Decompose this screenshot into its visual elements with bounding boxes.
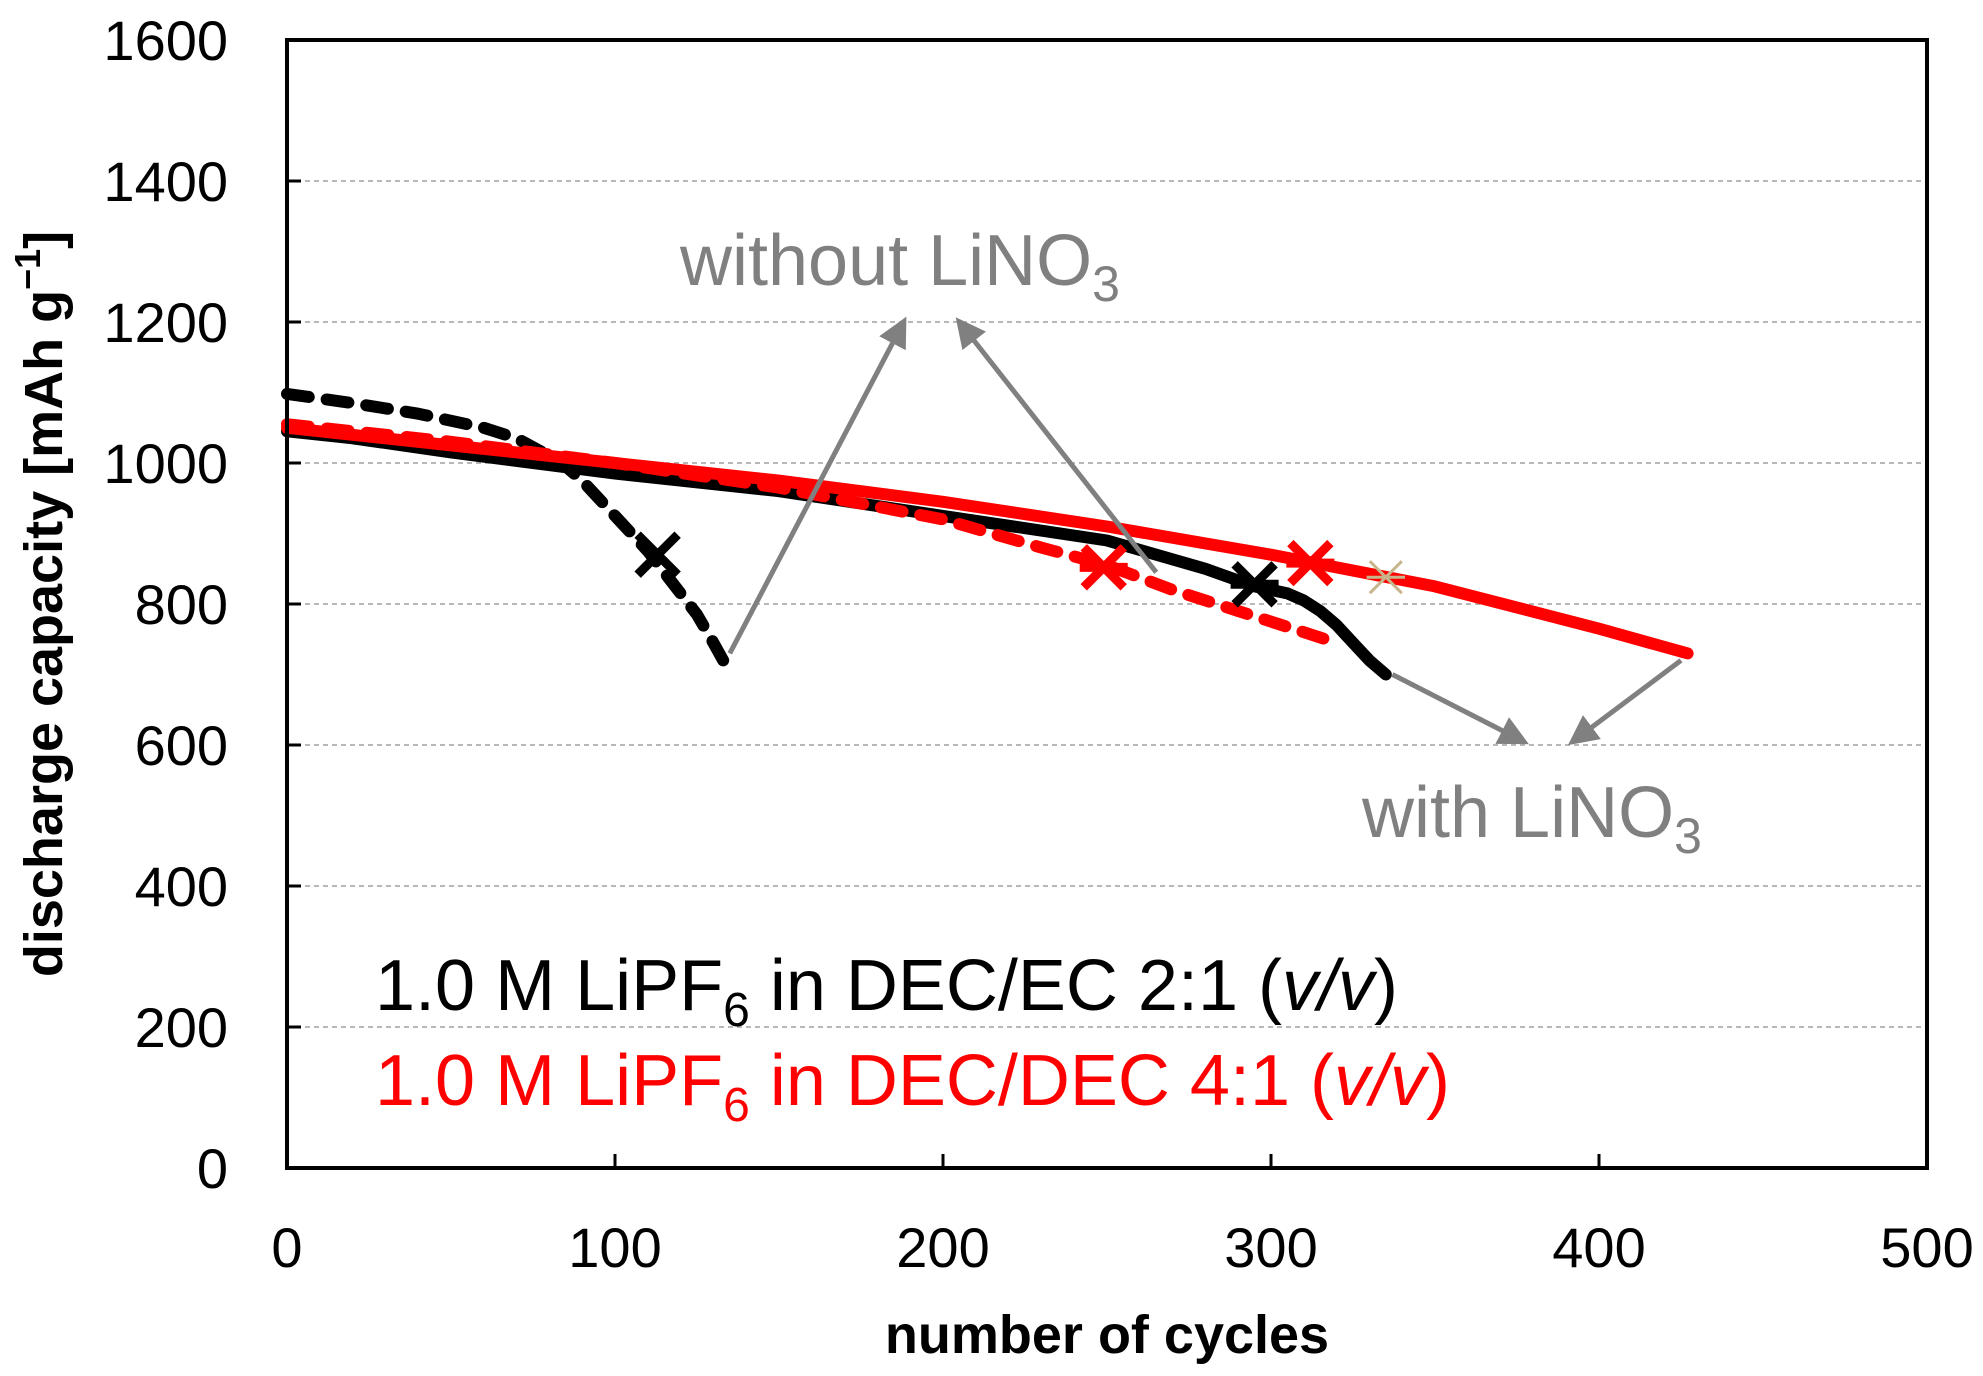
marker-stroke — [634, 531, 681, 578]
legend-dec-ec-post: ) — [1374, 946, 1398, 1026]
y-axis-title-sup: −1 — [7, 249, 48, 290]
marker-5 — [1366, 560, 1405, 595]
annotation-arrow-2 — [955, 317, 1159, 574]
annotation-arrow-3 — [1391, 672, 1529, 745]
plot-frame — [285, 38, 1929, 1170]
x-tick-label: 200 — [896, 1216, 989, 1279]
legend-dec-dec-sub: 6 — [723, 1079, 750, 1132]
legend-entry-dec-ec: 1.0 M LiPF6 in DEC/EC 2:1 (v/v) — [375, 946, 1398, 1037]
y-tick-label: 1200 — [103, 291, 228, 354]
y-tick-label: 400 — [135, 855, 228, 918]
annotation-with-lino3: with LiNO3 — [1361, 773, 1702, 864]
y-axis-title-main: discharge capacity [mAh g — [14, 290, 74, 977]
annotation-without-sub: 3 — [1092, 256, 1120, 312]
x-tick-label: 0 — [271, 1216, 302, 1279]
y-axis-title-close: ] — [14, 231, 74, 249]
x-tick-label: 100 — [568, 1216, 661, 1279]
y-tick-label: 1600 — [103, 9, 228, 72]
annotation-with-text: with LiNO — [1361, 773, 1674, 853]
legend-dec-ec-mid: in DEC/EC 2:1 ( — [750, 946, 1282, 1026]
legend-dec-dec-post: ) — [1426, 1041, 1450, 1121]
legend-dec-dec-mid: in DEC/DEC 4:1 ( — [750, 1041, 1334, 1121]
marker-2 — [1230, 561, 1279, 608]
marker-4 — [1286, 539, 1335, 587]
annotation-arrow-1 — [727, 316, 907, 655]
x-tick-label: 400 — [1552, 1216, 1645, 1279]
legend-dec-dec-italic: v/v — [1334, 1041, 1430, 1121]
y-tick-label: 0 — [197, 1137, 228, 1200]
annotation-without-text: without LiNO — [679, 221, 1092, 301]
x-tick-label: 300 — [1224, 1216, 1317, 1279]
y-tick-label: 200 — [135, 996, 228, 1059]
annotation-without-lino3: without LiNO3 — [679, 221, 1120, 312]
end-markers — [634, 531, 1405, 608]
series-lines — [281, 387, 1694, 681]
annotation-with-sub: 3 — [1674, 808, 1702, 864]
x-tick-label: 500 — [1880, 1216, 1973, 1279]
y-tick-label: 1000 — [103, 432, 228, 495]
legend-dec-ec-italic: v/v — [1282, 946, 1378, 1026]
annotation-arrow-4 — [1567, 658, 1683, 746]
x-axis-title: number of cycles — [885, 1305, 1329, 1365]
marker-3 — [1079, 544, 1128, 591]
series-line-4 — [281, 421, 1694, 660]
marker-1 — [634, 531, 681, 578]
y-axis-ticks: 0 200 400 600 800 1000 1200 1400 1600 — [103, 9, 301, 1200]
y-axis-title: discharge capacity [mAh g−1] — [7, 231, 74, 977]
x-axis-ticks: 0 100 200 300 400 500 — [271, 1154, 1974, 1279]
series-line-2 — [281, 425, 1392, 681]
legend-entry-dec-dec: 1.0 M LiPF6 in DEC/DEC 4:1 (v/v) — [375, 1041, 1450, 1132]
series-line-1 — [281, 387, 730, 667]
annotation-arrows — [727, 316, 1683, 746]
legend-dec-dec-pre: 1.0 M LiPF — [375, 1041, 723, 1121]
legend-dec-ec-sub: 6 — [723, 984, 750, 1037]
y-tick-label: 1400 — [103, 150, 228, 213]
legend-dec-ec-pre: 1.0 M LiPF — [375, 946, 723, 1026]
y-tick-label: 600 — [135, 714, 228, 777]
y-tick-label: 800 — [135, 573, 228, 636]
